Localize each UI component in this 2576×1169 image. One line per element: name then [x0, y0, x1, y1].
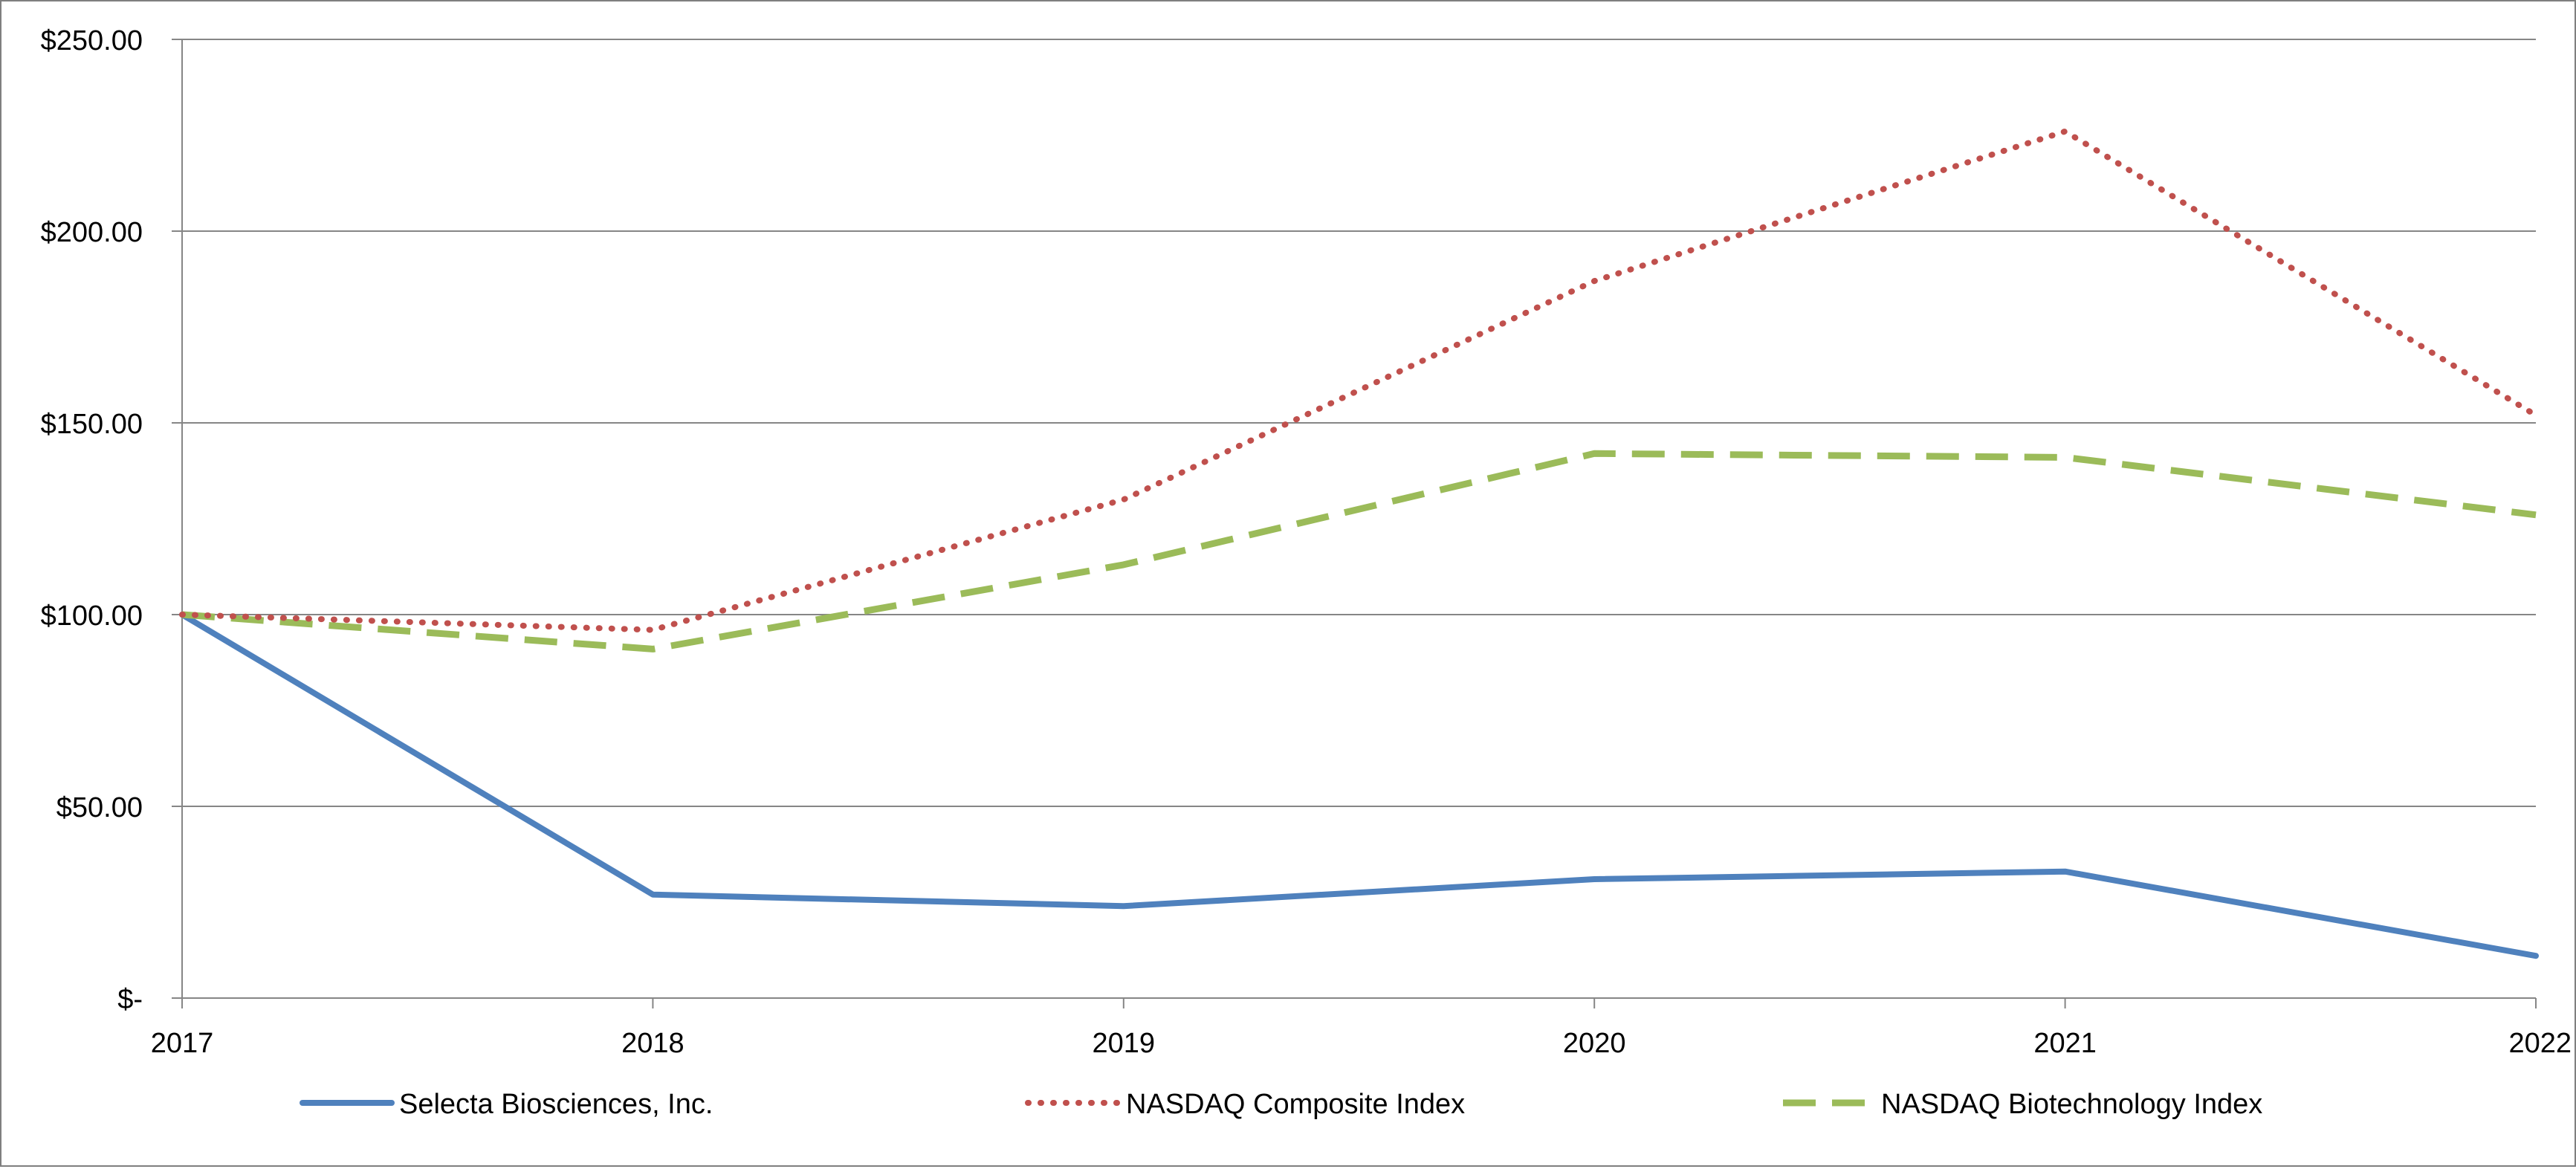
- legend-label: NASDAQ Biotechnology Index: [1881, 1089, 2262, 1120]
- axes: $- $50.00 $100.00 $150.00 $200.00 $250.00 2017…: [41, 25, 2572, 1059]
- legend: Selecta Biosciences, Inc. NASDAQ Composit…: [300, 1089, 2262, 1120]
- x-tick-label: 2020: [1563, 1028, 1626, 1059]
- y-tick-label: $250.00: [41, 25, 143, 56]
- series-line-2: [179, 128, 2539, 633]
- y-tick-label: $200.00: [41, 217, 143, 248]
- x-tick-label: 2018: [621, 1028, 685, 1059]
- x-tick-label: 2021: [2033, 1028, 2097, 1059]
- y-tick-label: $-: [117, 984, 143, 1015]
- x-tick-label: 2017: [151, 1028, 214, 1059]
- x-tick-label: 2019: [1093, 1028, 1156, 1059]
- x-tick-label: 2022: [2508, 1028, 2572, 1059]
- series-line-1: [179, 612, 2539, 959]
- y-tick-label: $150.00: [41, 409, 143, 440]
- legend-label: Selecta Biosciences, Inc.: [399, 1089, 713, 1120]
- y-tick-label: $50.00: [56, 792, 143, 823]
- legend-label: NASDAQ Composite Index: [1126, 1089, 1465, 1120]
- y-tick-label: $100.00: [41, 600, 143, 632]
- gridlines: [182, 39, 2536, 807]
- series-line-3: [181, 450, 2537, 652]
- series-lines: [179, 128, 2539, 959]
